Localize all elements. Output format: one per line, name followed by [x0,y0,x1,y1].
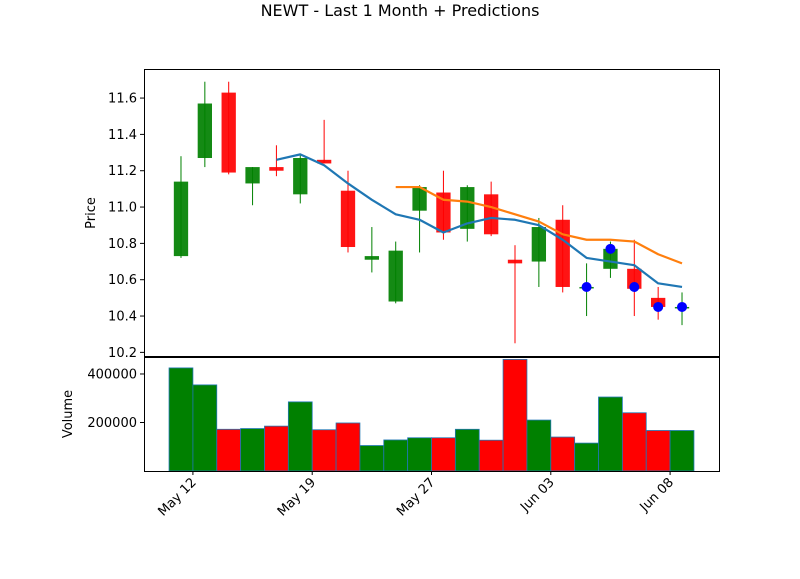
volume-bar [216,428,242,472]
volume-bar [478,439,504,472]
candle-body [507,259,523,264]
prediction-marker [605,243,616,254]
price-ytick-label: 10.8 [108,237,137,252]
series-line-orange [395,185,683,265]
prediction-marker [677,301,688,312]
price-ylabel: Price [84,197,99,229]
volume-bar [335,422,361,472]
volume-bar [598,396,623,472]
candle-body [364,256,380,260]
volume-bar [454,428,480,472]
volume-bar [645,430,671,472]
price-ytick-label: 11.2 [108,164,137,179]
chart-title: NEWT - Last 1 Month + Predictions [261,1,540,20]
price-panel: 10.2 10.4 10.6 10.8 11.0 11.2 11.4 11.6 Price [84,69,720,361]
volume-bar [407,437,432,472]
price-ytick-label: 11.0 [108,201,137,216]
candle-body [460,187,475,229]
volume-bar [669,430,695,472]
price-ytick-label: 10.2 [108,346,137,361]
series-line-blue [276,153,683,289]
volume-bar [168,367,194,472]
volume-bar [264,425,289,472]
prediction-marker [581,281,592,292]
price-ytick-label: 10.4 [108,310,137,325]
volume-bar [526,419,552,472]
candle-body [531,227,547,262]
volume-bar [502,359,528,472]
volume-bar [550,436,576,472]
price-ytick-label: 11.4 [108,128,137,143]
price-ytick-label: 11.6 [108,92,137,107]
volume-ylabel: Volume [61,390,76,438]
volume-bar [359,445,385,472]
candle-body [436,192,451,233]
candle-body [173,181,189,257]
candle-body [269,167,284,171]
prediction-marker [653,301,664,312]
candle-body [412,187,427,211]
candle-body [340,190,356,248]
candle-body [221,92,236,173]
volume-bar [621,412,647,472]
price-panel-frame [144,69,720,357]
candle-body [293,158,308,195]
price-ytick-label: 10.6 [108,273,137,288]
volume-panel: 200000 400000 Volume [61,357,720,472]
candle-body [555,219,570,287]
candle-body [388,250,403,302]
candle-body [603,248,618,269]
volume-bar [383,439,409,472]
volume-bar [287,401,313,472]
volume-bar [431,437,456,472]
volume-bar [192,384,218,472]
candle-body [245,167,260,184]
volume-ytick-label: 400000 [87,367,137,382]
volume-ytick-label: 200000 [87,416,137,431]
volume-bar [574,442,599,472]
candle-body [483,194,499,235]
volume-bar [240,428,265,472]
prediction-marker [629,281,640,292]
candle-body [197,103,212,159]
candle-body [316,159,332,164]
volume-bar [311,429,337,472]
